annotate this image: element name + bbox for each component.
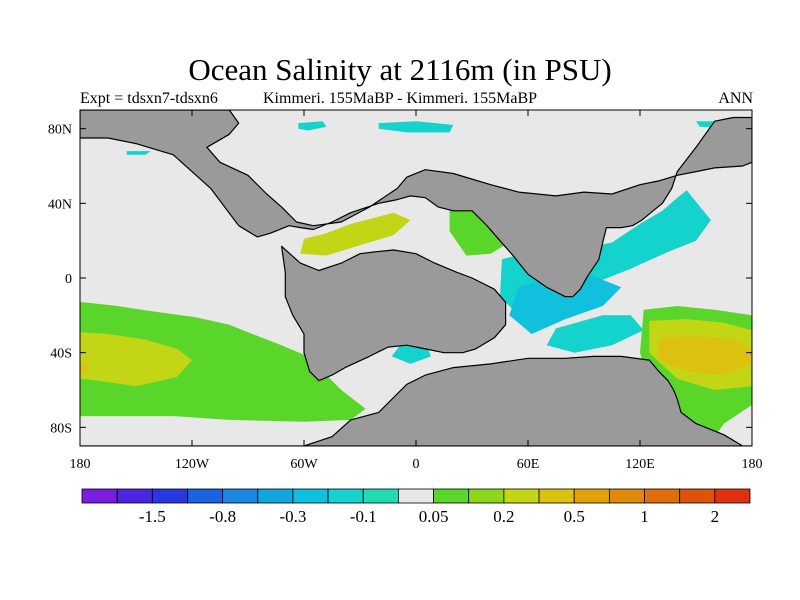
colorbar-box	[151, 488, 188, 504]
colorbar-box	[187, 488, 224, 504]
y-tick-label: 80S	[50, 421, 72, 436]
colorbar-box	[116, 488, 153, 504]
colorbar-box	[327, 488, 364, 504]
region-arctic-5	[126, 151, 151, 155]
colorbar-box	[679, 488, 716, 504]
runs-label: Kimmeri. 155MaBP - Kimmeri. 155MaBP	[263, 90, 538, 107]
colorbar-label: 0.5	[564, 507, 585, 526]
region-southeast-rim	[546, 315, 644, 353]
region-arctic-3	[378, 121, 454, 133]
colorbar-box	[468, 488, 505, 504]
x-tick-label: 180	[70, 457, 91, 472]
colorbar-box	[292, 488, 329, 504]
colorbar-box	[714, 488, 751, 504]
region-pacific-core	[80, 332, 192, 387]
colorbar-box	[538, 488, 575, 504]
colorbar-label: -0.3	[279, 507, 306, 526]
x-tick-label: 60E	[517, 457, 540, 472]
season-label: ANN	[718, 90, 753, 107]
colorbar-label: -1.5	[139, 507, 166, 526]
land-north-america-eurasia	[80, 110, 752, 298]
colorbar-box	[608, 488, 645, 504]
region-se-salty-max	[658, 335, 752, 376]
x-tick-label: 120W	[175, 457, 210, 472]
colorbar-label: -0.8	[209, 507, 236, 526]
colorbar-box	[362, 488, 399, 504]
colorbar-label: 1	[640, 507, 649, 526]
colorbar-label: 2	[711, 507, 720, 526]
x-tick-label: 0	[413, 457, 420, 472]
colorbar-label: 0.2	[493, 507, 514, 526]
y-tick-label: 0	[65, 272, 72, 287]
y-tick-label: 40S	[50, 347, 72, 362]
x-tick-label: 60W	[290, 457, 318, 472]
colorbar-box	[503, 488, 540, 504]
colorbar-box	[222, 488, 259, 504]
chart-title: Ocean Salinity at 2116m (in PSU)	[188, 52, 612, 87]
region-arctic-2	[298, 121, 327, 131]
colorbar: -1.5 -0.8 -0.3 -0.1 0.05 0.2 0.5 1 2	[81, 488, 751, 526]
colorbar-box	[573, 488, 610, 504]
y-tick-label: 40N	[48, 197, 72, 212]
colorbar-box	[257, 488, 294, 504]
y-tick-label: 80N	[48, 123, 72, 138]
region-pacific-fresh-band	[80, 302, 366, 422]
colorbar-label: -0.1	[350, 507, 377, 526]
colorbar-label: 0.05	[419, 507, 449, 526]
region-central-atlantic-blue	[509, 276, 622, 334]
region-pacific-center	[80, 362, 88, 374]
axis-ticks: 180 120W 60W 0 60E 120E 180 80N 40N 0 40S 80S	[48, 110, 763, 472]
x-tick-label: 180	[742, 457, 763, 472]
land-masks	[80, 110, 752, 446]
experiment-label: Expt = tdsxn7-tdsxn6	[80, 90, 218, 107]
region-tethys-gulf	[300, 212, 411, 256]
colorbar-box	[81, 488, 118, 504]
land-gondwana-west	[281, 245, 507, 382]
x-tick-label: 120E	[625, 457, 655, 472]
colorbar-box	[398, 488, 434, 504]
colorbar-box	[433, 488, 470, 504]
colorbar-box	[644, 488, 681, 504]
land-antarctica-australia	[80, 355, 752, 446]
